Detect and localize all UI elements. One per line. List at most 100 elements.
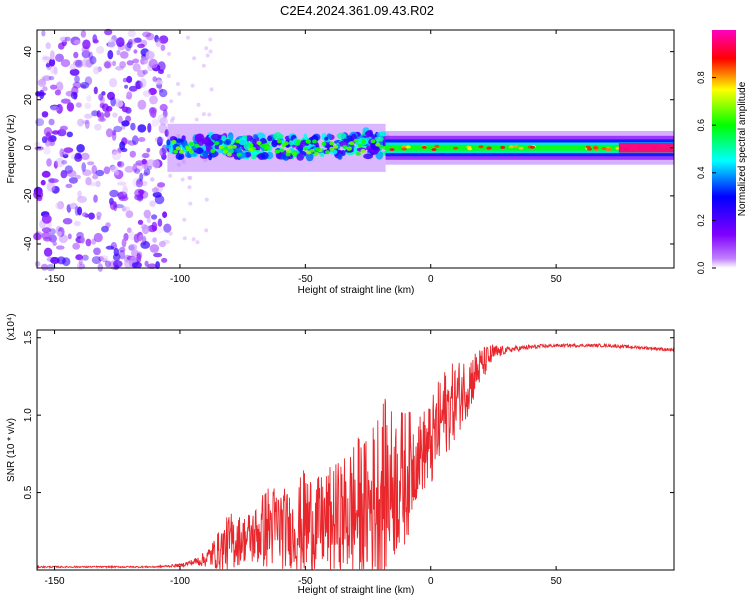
heatmap-cell xyxy=(43,147,51,155)
heatmap-cell xyxy=(171,139,177,144)
snr-panel: -150 -100 -50 0 50 0.5 1.0 1.5 (x10⁴) Height o… xyxy=(6,313,675,596)
heatmap-cell xyxy=(98,117,106,122)
heatmap-cell xyxy=(34,261,41,267)
heatmap-cell xyxy=(41,54,48,63)
heatmap-cell xyxy=(401,145,407,148)
heatmap-cell xyxy=(260,144,266,148)
heatmap-cell xyxy=(127,39,133,45)
heatmap-cell xyxy=(131,249,139,257)
heatmap-cell xyxy=(132,163,138,173)
heatmap-cell xyxy=(161,257,168,263)
heatmap-cell xyxy=(124,84,129,89)
heatmap-cell xyxy=(194,117,199,122)
heatmap-cell xyxy=(114,204,124,209)
heatmap-cell xyxy=(137,43,145,49)
heatmap-cell xyxy=(116,49,121,56)
heatmap-cell xyxy=(179,149,185,154)
heatmap-cell xyxy=(55,157,65,168)
heatmap-cell xyxy=(126,91,133,100)
heatmap-cell xyxy=(50,50,55,60)
heatmap-cell xyxy=(137,69,146,78)
heatmap-region xyxy=(618,143,674,153)
heatmap-cell xyxy=(60,59,71,68)
heatmap-cell xyxy=(80,81,90,89)
heatmap-cell xyxy=(146,159,156,168)
heatmap-cell xyxy=(73,220,81,227)
heatmap-cell xyxy=(74,174,81,180)
heatmap-cell xyxy=(130,122,136,131)
heatmap-cell xyxy=(130,38,138,45)
colorbar-tick-label: 0.2 xyxy=(696,214,706,227)
heatmap-cell xyxy=(285,152,291,157)
heatmap-cell xyxy=(67,233,72,240)
heatmap-cell xyxy=(321,141,327,146)
heatmap-cell xyxy=(137,99,147,110)
heatmap-cell xyxy=(421,145,427,149)
heatmap-cell xyxy=(133,49,138,54)
y-tick-label: 0.5 xyxy=(23,485,34,499)
heatmap-cell xyxy=(152,191,162,198)
heatmap-cell xyxy=(587,147,593,151)
heatmap-cell xyxy=(122,185,128,196)
heatmap-cell xyxy=(194,143,200,148)
heatmap-cell xyxy=(78,256,83,266)
heatmap-cell xyxy=(118,195,129,202)
heatmap-cell xyxy=(119,246,126,253)
heatmap-cell xyxy=(221,135,227,142)
heatmap-cell xyxy=(119,141,126,151)
x-tick-label: 50 xyxy=(551,576,563,587)
heatmap-cell xyxy=(49,137,56,147)
heatmap-cell xyxy=(93,66,100,75)
heatmap-cell xyxy=(133,233,140,243)
heatmap-cell xyxy=(34,146,44,151)
heatmap-cell xyxy=(157,61,166,72)
heatmap-cell xyxy=(119,61,126,69)
heatmap-x-ticks: -150 -100 -50 0 50 xyxy=(45,30,562,285)
heatmap-cell xyxy=(63,147,74,153)
heatmap-cell xyxy=(166,74,171,78)
heatmap-cell xyxy=(127,30,136,38)
heatmap-cell xyxy=(85,238,92,247)
heatmap-cell xyxy=(103,166,111,175)
heatmap-cell xyxy=(89,56,97,65)
heatmap-cell xyxy=(375,142,381,147)
heatmap-cell xyxy=(42,56,52,61)
heatmap-cell xyxy=(91,256,102,265)
heatmap-cell xyxy=(50,84,58,90)
heatmap-cell xyxy=(41,227,52,233)
heatmap-cell xyxy=(110,96,116,107)
y-tick-label: 1.0 xyxy=(23,408,34,422)
heatmap-cell xyxy=(208,153,213,161)
heatmap-cell xyxy=(121,106,129,113)
heatmap-cell xyxy=(360,148,366,153)
heatmap-cell xyxy=(309,148,315,153)
heatmap-cell xyxy=(126,75,133,84)
heatmap-cell xyxy=(38,79,46,85)
heatmap-cell xyxy=(145,32,155,41)
heatmap-cell xyxy=(374,136,384,142)
heatmap-cell xyxy=(186,35,190,40)
heatmap-cell xyxy=(201,63,206,68)
heatmap-cell xyxy=(129,150,136,158)
heatmap-cell xyxy=(55,201,64,210)
heatmap-cell xyxy=(163,223,172,233)
heatmap-cell xyxy=(315,147,321,152)
heatmap-cell xyxy=(349,141,355,146)
heatmap-cell xyxy=(93,247,101,256)
heatmap-cell xyxy=(305,139,311,144)
heatmap-cell xyxy=(84,113,93,119)
heatmap-cell xyxy=(40,76,45,84)
heatmap-cell xyxy=(72,242,81,250)
heatmap-cell xyxy=(101,91,106,96)
heatmap-cell xyxy=(81,120,89,125)
snr-frame xyxy=(36,329,675,571)
heatmap-cell xyxy=(77,190,82,199)
heatmap-cell xyxy=(405,145,411,149)
heatmap-cell xyxy=(530,145,535,149)
heatmap-cell xyxy=(118,115,123,124)
heatmap-cell xyxy=(138,137,146,142)
heatmap-cell xyxy=(59,36,68,42)
heatmap-cell xyxy=(228,134,234,141)
heatmap-cell xyxy=(159,147,166,157)
heatmap-cell xyxy=(188,150,194,154)
